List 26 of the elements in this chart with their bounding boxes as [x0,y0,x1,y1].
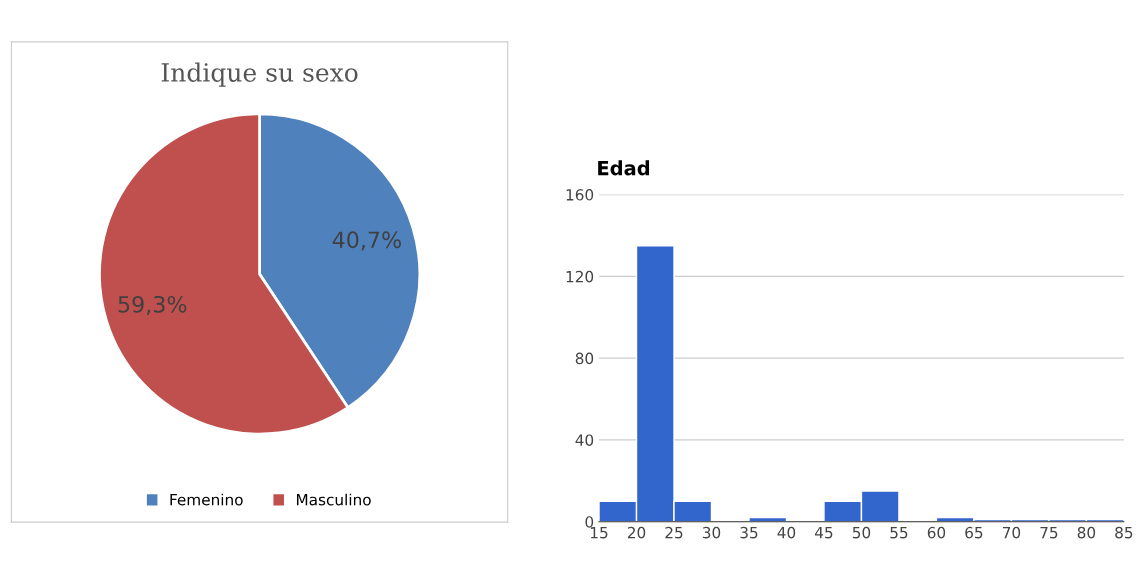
chart-title: Edad [598,160,650,176]
x-tick-label: 50 [852,526,871,539]
legend-label: Masculino [296,493,371,506]
chart-title: Indique su sexo [161,62,358,87]
x-tick-label: 85 [1115,526,1133,539]
y-tick-label: 80 [575,352,594,365]
y-tick-label: 40 [575,434,594,446]
y-tick-label: 160 [566,189,594,201]
x-tick-label: 25 [665,526,683,539]
x-tick-label: 60 [927,526,946,539]
x-tick-label: 30 [702,526,721,539]
x-tick-label: 40 [777,526,796,539]
x-tick-label: 75 [1040,527,1058,539]
y-tick-label: 0 [585,516,594,528]
x-tick-label: 45 [814,527,833,539]
x-tick-label: 15 [590,527,608,539]
data-label: 59,3% [118,295,187,315]
x-tick-label: 20 [627,526,646,539]
x-tick-label: 80 [1077,526,1096,539]
data-label: 40,7% [332,231,401,251]
x-tick-label: 65 [965,526,983,539]
x-tick-label: 55 [890,527,908,539]
x-tick-label: 70 [1002,526,1021,539]
legend-label: Femenino [170,493,243,506]
x-tick-label: 35 [740,526,758,539]
y-tick-label: 120 [566,270,594,283]
